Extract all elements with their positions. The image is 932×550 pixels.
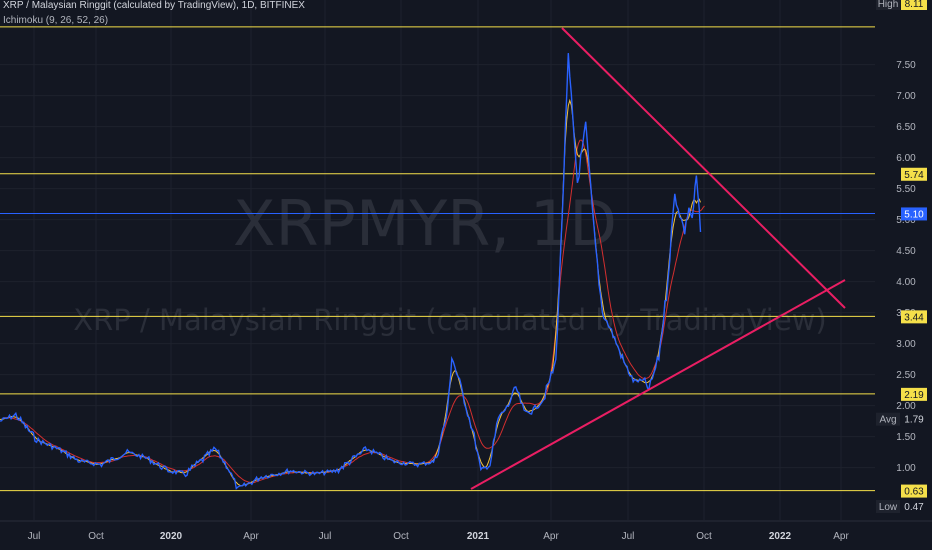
y-tick-label: 3.00 [896,339,916,350]
watermark: XRPMYR, 1D XRP / Malaysian Ringgit (calc… [73,187,826,337]
price-tag-label: Avg [879,415,896,426]
price-labels: High 8.11 5.74 5.10 3.44 2.19 Avg 1.79 0.63 Low 0.… [876,0,927,513]
price-value-label: 0.63 [904,487,924,498]
price-value-box [901,0,927,10]
time-axis: Jul Oct 2020 Apr Jul Oct 2021 Apr Jul Oct 2022 Apr [0,520,932,542]
price-line[interactable] [0,53,702,490]
price-value-box [901,207,927,221]
price-value-label: 8.11 [905,0,924,10]
price-value-label: 0.47 [904,502,924,513]
y-tick-label: 4.00 [896,277,916,288]
price-tag-box [876,500,900,513]
x-tick-label: 2021 [467,531,490,542]
x-tick-label: Apr [543,531,559,542]
watermark-description: XRP / Malaysian Ringgit (calculated by T… [73,303,826,337]
series-layer [0,53,705,490]
y-tick-label: 1.00 [896,463,916,474]
grid [0,0,875,520]
y-tick-label: 2.50 [896,370,916,381]
ichimoku-conversion-line [0,98,701,487]
price-tag-label: High [878,0,899,10]
x-tick-label: Apr [243,531,259,542]
trendlines [470,27,846,490]
price-tag-label: Low [879,502,898,513]
y-tick-label: 2.00 [896,401,916,412]
price-value-label: 3.44 [904,312,924,323]
descending-trendline[interactable] [561,27,846,309]
price-value-label: 5.74 [904,170,924,181]
y-tick-label: 5.00 [896,215,916,226]
x-tick-label: 2022 [769,531,792,542]
ascending-trendline[interactable] [470,279,846,490]
x-tick-label: Jul [319,531,332,542]
price-tag-box [876,0,900,10]
price-value-label: 2.19 [904,390,924,401]
price-tag-box [876,412,900,426]
x-tick-label: Apr [833,531,849,542]
price-axis: 1.001.502.002.503.003.504.004.505.005.50… [896,60,916,474]
price-value-box [901,387,927,401]
chart-title: XRP / Malaysian Ringgit (calculated by T… [3,0,305,11]
x-tick-label: Jul [28,531,41,542]
price-value-label: 5.10 [904,209,924,220]
y-tick-label: 7.50 [896,60,916,71]
price-value-box [901,500,927,513]
y-tick-label: 6.50 [896,122,916,133]
x-tick-label: 2020 [160,531,183,542]
x-tick-label: Oct [393,531,409,542]
price-value-box [901,310,927,324]
y-tick-label: 1.50 [896,432,916,443]
y-tick-label: 4.50 [896,246,916,257]
price-value-box [901,167,927,181]
price-value-label: 1.79 [904,415,924,426]
x-tick-label: Oct [696,531,712,542]
price-value-box [901,412,927,426]
indicator-legend[interactable]: Ichimoku (9, 26, 52, 26) [3,15,109,26]
y-tick-label: 6.00 [896,153,916,164]
watermark-symbol: XRPMYR, 1D [233,187,617,260]
x-tick-label: Jul [622,531,635,542]
x-tick-label: Oct [88,531,104,542]
y-tick-label: 5.50 [896,184,916,195]
y-tick-label: 7.00 [896,91,916,102]
horizontal-lines [0,26,875,492]
price-value-box [901,484,927,498]
